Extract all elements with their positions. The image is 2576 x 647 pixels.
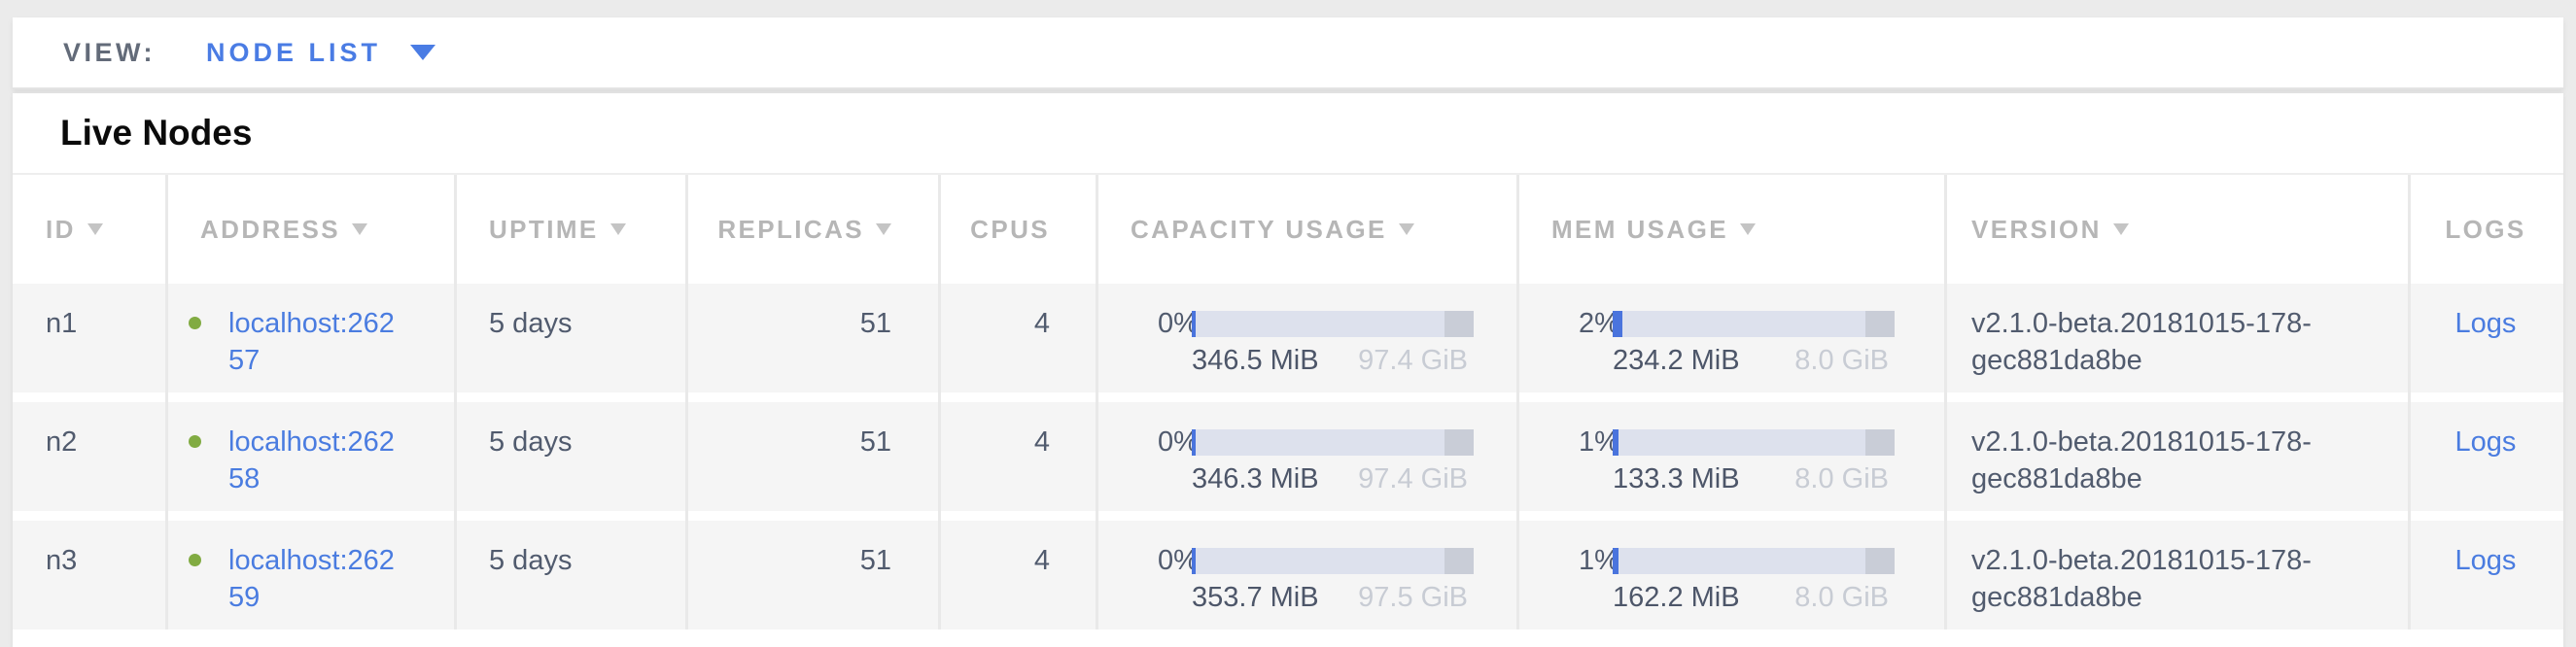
capacity-used: 353.7 MiB xyxy=(1192,582,1319,613)
nodes-table: ID ADDRESS UPTIME REPLICAS CPUS CAPACITY… xyxy=(13,173,2563,630)
header-address[interactable]: ADDRESS xyxy=(165,175,454,284)
sort-desc-icon xyxy=(2112,223,2129,235)
capacity-total: 97.4 GiB xyxy=(1358,345,1468,376)
node-id: n2 xyxy=(46,426,78,458)
mem-percent: 1% xyxy=(1579,545,1619,576)
node-cpus: 4 xyxy=(1033,426,1050,458)
table-header-row: ID ADDRESS UPTIME REPLICAS CPUS CAPACITY… xyxy=(13,175,2563,284)
view-dropdown[interactable]: NODE LIST xyxy=(206,37,436,68)
node-mem-usage: 2% 234.2 MiB 8.0 GiB xyxy=(1516,284,1944,392)
mem-bar xyxy=(1613,547,1895,574)
sort-desc-icon xyxy=(1739,223,1756,235)
node-address-link[interactable]: localhost:26259 xyxy=(228,545,395,613)
mem-percent: 1% xyxy=(1579,426,1619,458)
header-uptime[interactable]: UPTIME xyxy=(454,175,685,284)
node-uptime: 5 days xyxy=(489,426,573,458)
logs-link[interactable]: Logs xyxy=(2454,545,2517,576)
node-version: v2.1.0-beta.20181015-178-gec881da8be xyxy=(1971,308,2312,376)
node-id: n1 xyxy=(46,308,78,339)
capacity-bar xyxy=(1192,428,1474,456)
node-cpus: 4 xyxy=(1033,308,1050,339)
capacity-bar xyxy=(1192,547,1474,574)
capacity-percent: 0% xyxy=(1158,545,1199,576)
mem-total: 8.0 GiB xyxy=(1794,345,1889,376)
view-selector-bar: VIEW: NODE LIST xyxy=(13,17,2563,89)
header-logs: LOGS xyxy=(2445,215,2526,244)
sort-desc-icon xyxy=(87,223,103,235)
node-capacity-usage: 0% 353.7 MiB 97.5 GiB xyxy=(1096,521,1516,630)
page-title: Live Nodes xyxy=(60,113,253,153)
node-logs-cell: Logs xyxy=(2408,521,2563,630)
node-capacity-usage: 0% 346.5 MiB 97.4 GiB xyxy=(1096,284,1516,392)
sort-desc-icon xyxy=(1398,223,1414,235)
header-id[interactable]: ID xyxy=(13,175,165,284)
node-mem-usage: 1% 133.3 MiB 8.0 GiB xyxy=(1516,402,1944,511)
header-mem-usage[interactable]: MEM USAGE xyxy=(1516,175,1944,284)
node-replicas: 51 xyxy=(859,545,891,576)
node-capacity-usage: 0% 346.3 MiB 97.4 GiB xyxy=(1096,402,1516,511)
capacity-bar xyxy=(1192,310,1474,337)
mem-used: 133.3 MiB xyxy=(1613,463,1740,494)
sort-desc-icon xyxy=(609,223,626,235)
node-replicas: 51 xyxy=(859,308,891,339)
live-nodes-panel: Live Nodes ID ADDRESS UPTIME REPLICAS CP… xyxy=(13,93,2563,647)
node-address-cell: localhost:26259 xyxy=(165,521,454,630)
mem-used: 234.2 MiB xyxy=(1613,345,1740,376)
capacity-used: 346.5 MiB xyxy=(1192,345,1319,376)
node-replicas: 51 xyxy=(859,426,891,458)
node-address-cell: localhost:26258 xyxy=(165,402,454,511)
table-row: n1 localhost:26257 5 days 51 4 0% 346.5 … xyxy=(13,284,2563,392)
node-live-status-icon xyxy=(189,435,201,448)
header-version[interactable]: VERSION xyxy=(1944,175,2408,284)
node-cpus: 4 xyxy=(1033,545,1050,576)
mem-total: 8.0 GiB xyxy=(1794,463,1889,494)
node-version: v2.1.0-beta.20181015-178-gec881da8be xyxy=(1971,426,2312,494)
capacity-total: 97.4 GiB xyxy=(1358,463,1468,494)
mem-bar xyxy=(1613,310,1895,337)
header-capacity-usage[interactable]: CAPACITY USAGE xyxy=(1096,175,1516,284)
capacity-percent: 0% xyxy=(1158,308,1199,339)
chevron-down-icon xyxy=(410,45,436,60)
mem-bar xyxy=(1613,428,1895,456)
node-address-cell: localhost:26257 xyxy=(165,284,454,392)
node-version: v2.1.0-beta.20181015-178-gec881da8be xyxy=(1971,545,2312,613)
node-uptime: 5 days xyxy=(489,308,573,339)
capacity-total: 97.5 GiB xyxy=(1358,582,1468,613)
node-mem-usage: 1% 162.2 MiB 8.0 GiB xyxy=(1516,521,1944,630)
view-dropdown-value: NODE LIST xyxy=(206,37,382,67)
mem-percent: 2% xyxy=(1579,308,1619,339)
header-cpus: CPUS xyxy=(970,215,1050,244)
logs-link[interactable]: Logs xyxy=(2454,426,2517,458)
table-row: n3 localhost:26259 5 days 51 4 0% 353.7 … xyxy=(13,521,2563,630)
view-label: VIEW: xyxy=(63,37,157,67)
node-logs-cell: Logs xyxy=(2408,284,2563,392)
mem-total: 8.0 GiB xyxy=(1794,582,1889,613)
capacity-percent: 0% xyxy=(1158,426,1199,458)
node-live-status-icon xyxy=(189,317,201,329)
node-uptime: 5 days xyxy=(489,545,573,576)
node-address-link[interactable]: localhost:26257 xyxy=(228,308,395,376)
node-logs-cell: Logs xyxy=(2408,402,2563,511)
node-live-status-icon xyxy=(189,554,201,566)
capacity-used: 346.3 MiB xyxy=(1192,463,1319,494)
table-row: n2 localhost:26258 5 days 51 4 0% 346.3 … xyxy=(13,402,2563,511)
sort-desc-icon xyxy=(351,223,367,235)
node-address-link[interactable]: localhost:26258 xyxy=(228,426,395,494)
logs-link[interactable]: Logs xyxy=(2454,308,2517,339)
mem-used: 162.2 MiB xyxy=(1613,582,1740,613)
header-replicas[interactable]: REPLICAS xyxy=(685,175,938,284)
sort-desc-icon xyxy=(876,223,891,235)
node-id: n3 xyxy=(46,545,78,576)
